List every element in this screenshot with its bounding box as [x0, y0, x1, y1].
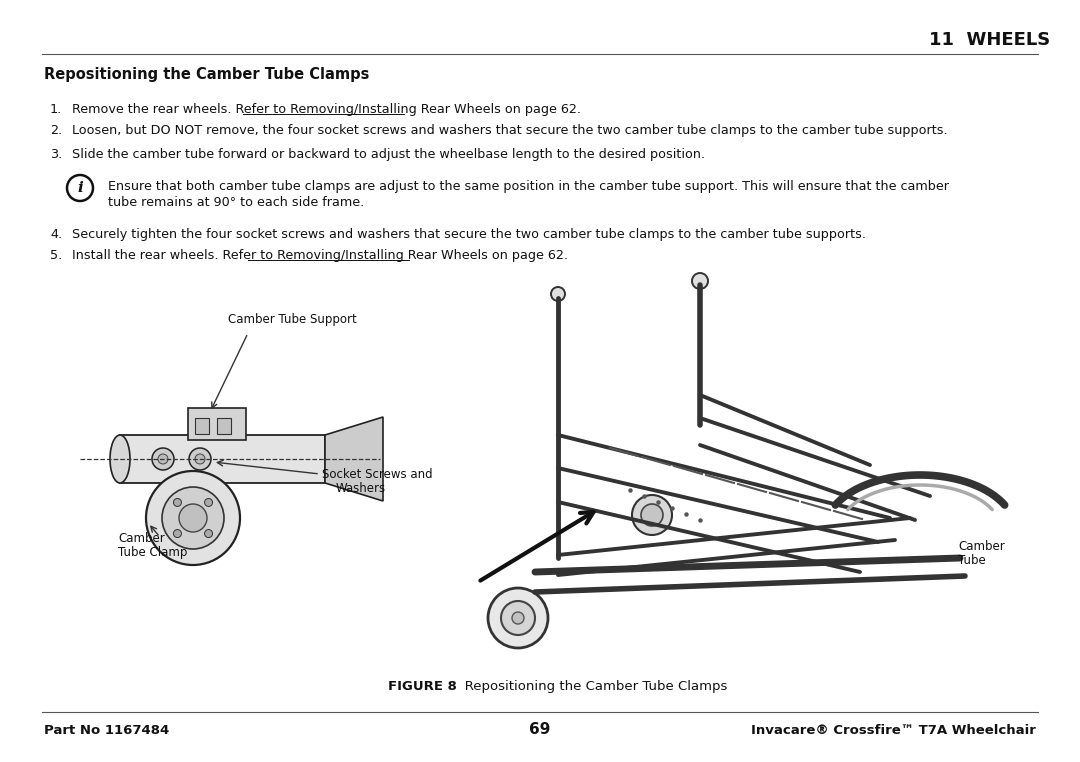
Circle shape	[204, 530, 213, 537]
Text: Repositioning the Camber Tube Clamps: Repositioning the Camber Tube Clamps	[44, 66, 369, 82]
Circle shape	[692, 273, 708, 289]
Text: Loosen, but DO NOT remove, the four socket screws and washers that secure the tw: Loosen, but DO NOT remove, the four sock…	[72, 124, 947, 137]
Text: Slide the camber tube forward or backward to adjust the wheelbase length to the : Slide the camber tube forward or backwar…	[72, 148, 705, 161]
Text: Tube Clamp: Tube Clamp	[118, 546, 187, 559]
FancyBboxPatch shape	[217, 418, 231, 434]
Text: 3.: 3.	[50, 148, 63, 161]
Circle shape	[488, 588, 548, 648]
Text: 69: 69	[529, 722, 551, 738]
Text: Repositioning the Camber Tube Clamps: Repositioning the Camber Tube Clamps	[453, 680, 727, 693]
Text: Part No 1167484: Part No 1167484	[44, 723, 170, 737]
Circle shape	[204, 498, 213, 507]
Text: 1.: 1.	[50, 103, 63, 116]
Text: Install the rear wheels. Refer to Removing/Installing Rear Wheels on page 62.: Install the rear wheels. Refer to Removi…	[72, 249, 568, 262]
Circle shape	[512, 612, 524, 624]
Circle shape	[642, 504, 663, 526]
Text: Invacare® Crossfire™ T7A Wheelchair: Invacare® Crossfire™ T7A Wheelchair	[751, 723, 1036, 737]
Circle shape	[632, 495, 672, 535]
Text: Securely tighten the four socket screws and washers that secure the two camber t: Securely tighten the four socket screws …	[72, 228, 866, 241]
Circle shape	[179, 504, 207, 532]
Text: Remove the rear wheels. Refer to Removing/Installing Rear Wheels on page 62.: Remove the rear wheels. Refer to Removin…	[72, 103, 581, 116]
Circle shape	[501, 601, 535, 635]
Text: 11  WHEELS: 11 WHEELS	[929, 31, 1050, 49]
Circle shape	[189, 448, 211, 470]
Circle shape	[162, 487, 224, 549]
Circle shape	[174, 530, 181, 537]
Circle shape	[195, 454, 205, 464]
Text: Tube: Tube	[958, 554, 986, 567]
Circle shape	[174, 498, 181, 507]
Circle shape	[551, 287, 565, 301]
FancyBboxPatch shape	[195, 418, 210, 434]
Text: tube remains at 90° to each side frame.: tube remains at 90° to each side frame.	[108, 196, 364, 209]
Ellipse shape	[110, 435, 130, 483]
Circle shape	[152, 448, 174, 470]
Text: 4.: 4.	[50, 228, 63, 241]
Circle shape	[146, 471, 240, 565]
Text: FIGURE 8: FIGURE 8	[388, 680, 457, 693]
Text: Socket Screws and: Socket Screws and	[322, 468, 433, 481]
Circle shape	[158, 454, 168, 464]
Text: Ensure that both camber tube clamps are adjust to the same position in the cambe: Ensure that both camber tube clamps are …	[108, 180, 949, 193]
Polygon shape	[325, 417, 383, 501]
Text: 2.: 2.	[50, 124, 63, 137]
Text: Camber: Camber	[118, 532, 165, 545]
Text: Camber Tube Support: Camber Tube Support	[228, 313, 356, 326]
Text: 5.: 5.	[50, 249, 63, 262]
FancyBboxPatch shape	[188, 408, 246, 440]
Text: i: i	[77, 181, 83, 195]
Text: Camber: Camber	[958, 540, 1004, 553]
Text: Washers: Washers	[336, 482, 387, 495]
FancyBboxPatch shape	[120, 435, 325, 483]
